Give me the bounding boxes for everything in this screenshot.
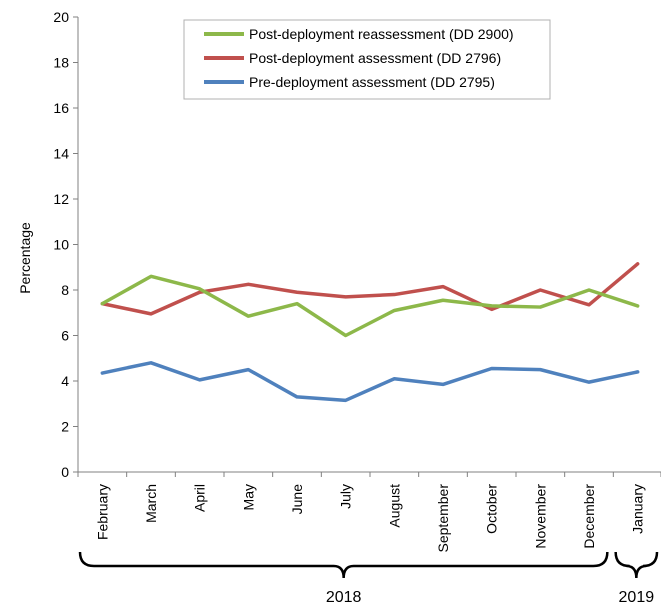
- legend-label: Post-deployment assessment (DD 2796): [249, 50, 501, 66]
- x-axis: February March April May June July August Septe…: [77, 471, 661, 553]
- y-tick-label: 10: [53, 237, 69, 253]
- x-tick-label: July: [338, 484, 354, 509]
- y-tick-label: 2: [61, 419, 69, 435]
- x-tick-label: January: [630, 484, 646, 534]
- y-tick-label: 0: [61, 464, 69, 480]
- legend: Post-deployment reassessment (DD 2900) Po…: [183, 19, 551, 100]
- y-axis: 0 2 4 6 8 10 12 14 16 18 20: [53, 9, 79, 480]
- x-tick-label: March: [143, 484, 159, 523]
- year-brackets: 2018 2019: [78, 551, 659, 606]
- year-label: 2018: [326, 589, 362, 606]
- x-tick-label: September: [435, 484, 451, 553]
- y-tick-label: 8: [61, 282, 69, 298]
- x-tick-label: February: [94, 484, 110, 540]
- year-label: 2019: [619, 589, 655, 606]
- series-line: [100, 361, 640, 403]
- y-tick-label: 16: [53, 100, 69, 116]
- series-line: [100, 274, 640, 338]
- y-tick-label: 14: [53, 146, 69, 162]
- x-tick-label: June: [289, 484, 305, 515]
- y-tick-label: 12: [53, 191, 69, 207]
- series-line: [100, 262, 640, 316]
- y-tick-label: 20: [53, 9, 69, 25]
- y-tick-label: 18: [53, 55, 69, 71]
- x-tick-label: April: [192, 484, 208, 512]
- y-tick-label: 6: [61, 328, 69, 344]
- y-axis-title: Percentage: [17, 222, 33, 294]
- legend-label: Post-deployment reassessment (DD 2900): [249, 26, 514, 42]
- legend-label: Pre-deployment assessment (DD 2795): [249, 74, 495, 90]
- x-tick-label: December: [581, 484, 597, 549]
- series-lines: [100, 262, 640, 403]
- x-tick-label: August: [386, 484, 402, 528]
- year-bracket: [614, 551, 659, 579]
- x-tick-label: November: [532, 484, 548, 549]
- legend-box: [183, 19, 551, 100]
- x-tick-label: October: [484, 484, 500, 534]
- year-bracket: [78, 551, 609, 579]
- y-tick-label: 4: [61, 373, 69, 389]
- x-tick-label: May: [240, 484, 256, 510]
